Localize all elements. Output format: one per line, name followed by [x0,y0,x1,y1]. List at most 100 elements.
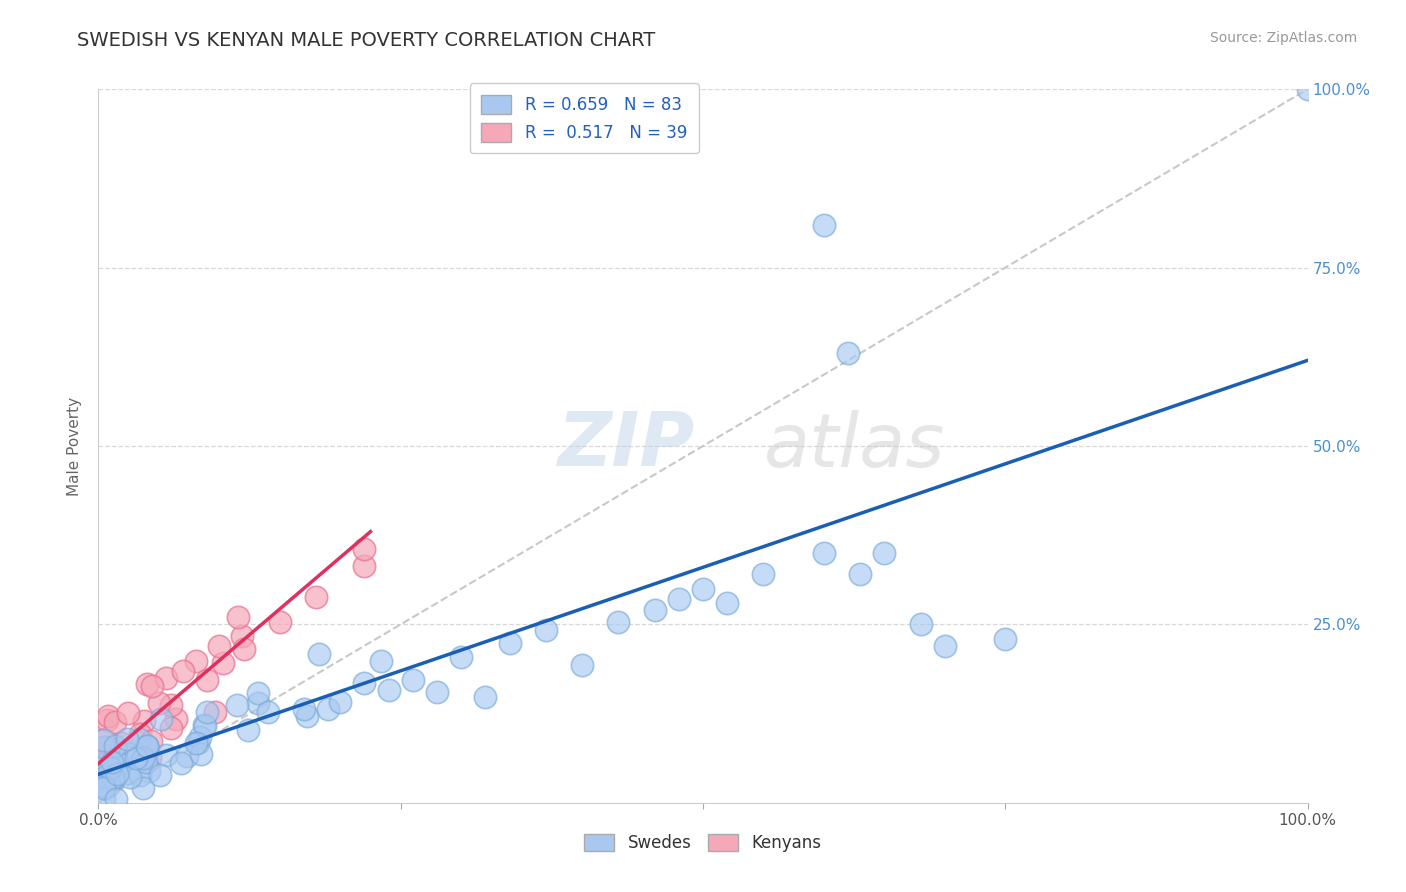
Point [136,743,159,757]
Point [93,764,115,779]
Point [256,706,278,720]
Point [141,734,163,748]
Point [187,736,209,750]
Point [534,623,557,637]
Point [94,759,117,773]
Point [247,697,270,711]
Point [668,592,690,607]
Point [225,698,247,712]
Point [97,779,120,793]
Point [692,582,714,596]
Point [498,636,520,650]
Point [120,770,142,784]
Point [128,731,150,746]
Point [316,702,339,716]
Point [231,629,253,643]
Point [402,673,425,687]
Point [118,747,141,762]
Point [97,708,120,723]
Point [93,781,115,796]
Point [193,718,215,732]
Point [132,714,155,729]
Point [136,739,159,753]
Point [93,792,115,806]
Point [135,755,157,769]
Point [165,712,187,726]
Text: ZIP: ZIP [558,409,695,483]
Point [370,654,392,668]
Point [101,755,124,769]
Point [226,609,249,624]
Point [184,654,207,668]
Point [148,696,170,710]
Point [117,706,139,720]
Point [188,730,211,744]
Point [155,671,177,685]
Point [149,768,172,782]
Point [98,755,121,769]
Point [184,736,207,750]
Point [236,723,259,737]
Point [170,756,193,770]
Point [247,686,270,700]
Point [195,705,218,719]
Point [98,739,121,754]
Point [141,679,163,693]
Point [426,685,449,699]
Point [208,639,231,653]
Point [994,632,1017,646]
Point [98,761,121,775]
Point [155,748,177,763]
Point [96,713,118,727]
Point [138,764,160,778]
Point [108,756,131,770]
Point [91,751,114,765]
Point [125,751,148,765]
Point [450,649,472,664]
Point [353,559,375,574]
Point [105,792,128,806]
Point [269,615,291,629]
Legend: Swedes, Kenyans: Swedes, Kenyans [578,827,828,859]
Point [474,690,496,704]
Point [159,698,181,712]
Point [716,596,738,610]
Text: Source: ZipAtlas.com: Source: ZipAtlas.com [1209,31,1357,45]
Point [934,639,956,653]
Point [91,733,114,747]
Point [305,590,328,604]
Point [308,648,330,662]
Text: SWEDISH VS KENYAN MALE POVERTY CORRELATION CHART: SWEDISH VS KENYAN MALE POVERTY CORRELATI… [77,31,655,50]
Point [103,772,125,786]
Point [128,768,150,782]
Point [105,767,128,781]
Point [135,739,157,754]
Point [127,749,149,764]
Point [837,346,859,360]
Point [910,617,932,632]
Point [136,739,159,753]
Point [115,766,138,780]
Point [93,740,115,755]
Point [295,709,318,723]
Point [232,641,254,656]
Point [194,719,217,733]
Point [94,759,117,773]
Point [190,747,212,762]
Point [108,757,131,772]
Point [132,780,155,795]
Point [93,772,115,786]
Point [813,218,835,232]
Point [93,756,115,771]
Point [139,749,162,764]
Point [813,546,835,560]
Point [115,732,138,747]
Point [752,567,775,582]
Point [644,603,666,617]
Text: atlas: atlas [763,410,945,482]
Point [873,546,896,560]
Point [129,727,152,741]
Point [160,721,183,735]
Point [571,657,593,672]
Point [377,683,399,698]
